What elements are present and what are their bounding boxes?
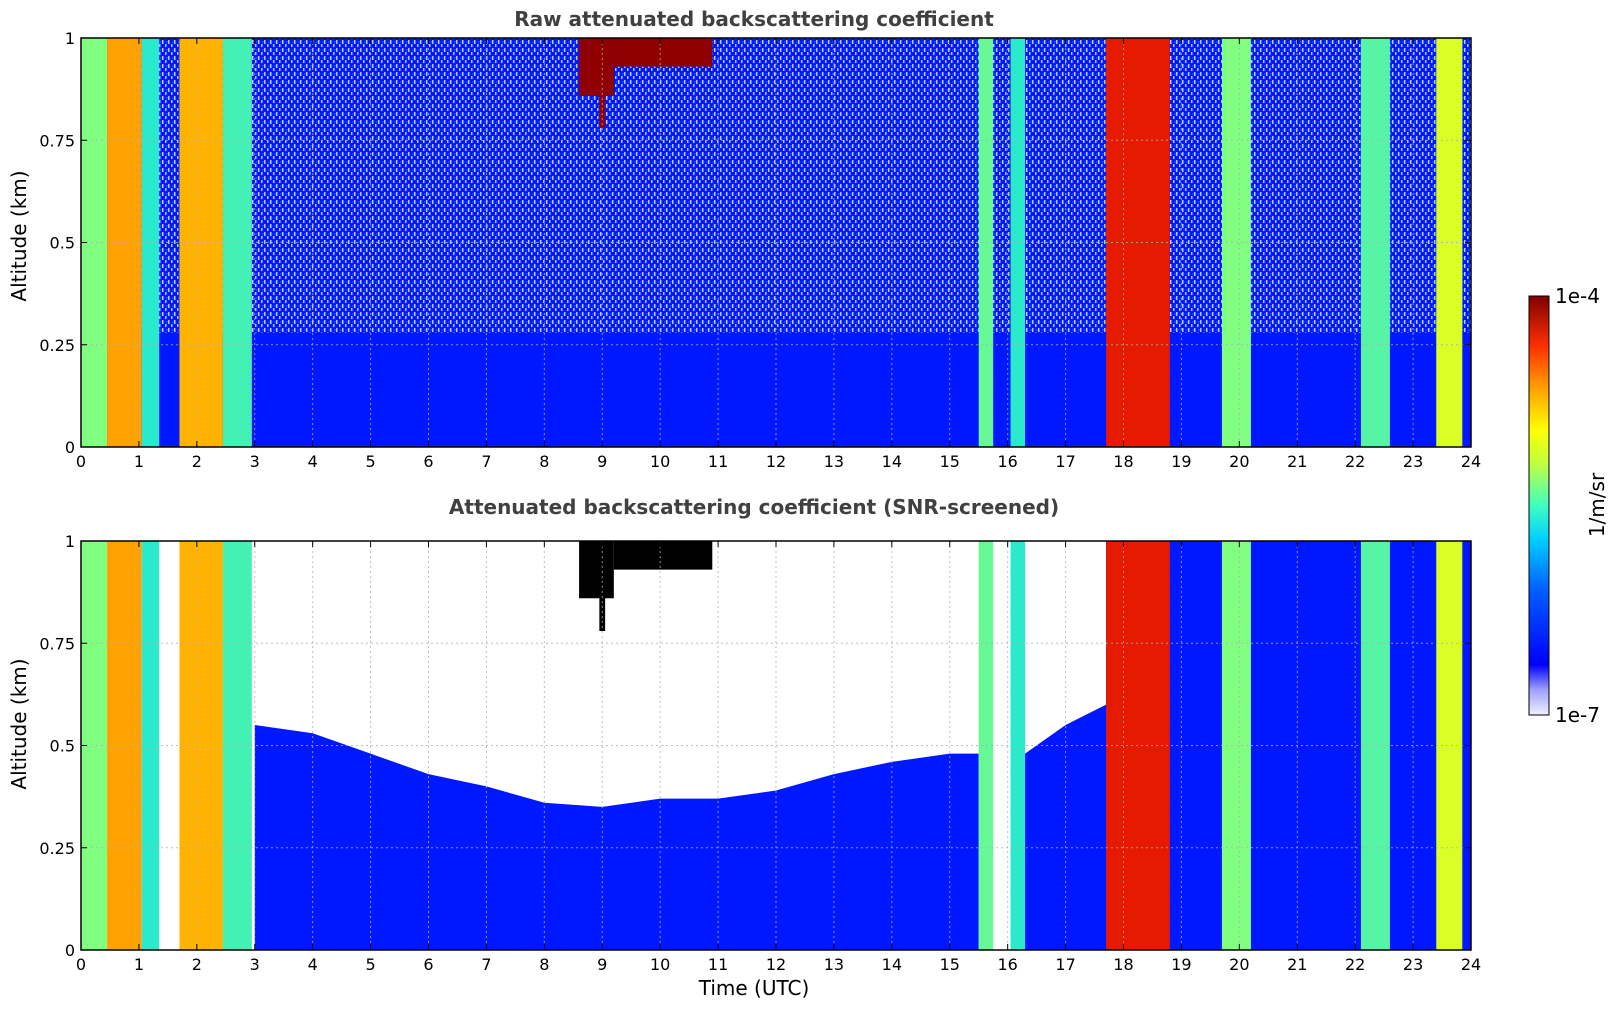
chart-title: Raw attenuated backscattering coefficien… <box>514 7 994 31</box>
x-tick-label: 17 <box>1055 955 1075 974</box>
cloud-segment <box>579 38 614 96</box>
x-tick-label: 7 <box>481 955 491 974</box>
x-tick-label: 16 <box>997 955 1017 974</box>
y-tick-label: 0.75 <box>39 131 75 150</box>
x-tick-label: 12 <box>766 955 786 974</box>
x-tick-label: 13 <box>824 452 844 471</box>
cloud-segment <box>599 541 606 631</box>
x-tick-label: 4 <box>308 955 318 974</box>
y-axis: 0 0.25 0.5 0.75 1 <box>39 29 1471 457</box>
y-tick-label: 0.25 <box>39 336 75 355</box>
x-tick-label: 9 <box>597 955 607 974</box>
x-tick-label: 11 <box>708 955 728 974</box>
x-tick-label: 11 <box>708 452 728 471</box>
x-tick-label: 21 <box>1287 452 1307 471</box>
y-tick-label: 0 <box>65 438 75 457</box>
aerosol-column <box>1360 38 1390 447</box>
y-axis: 0 0.25 0.5 0.75 1 <box>39 532 1471 960</box>
y-tick-label: 0.5 <box>50 234 75 253</box>
x-tick-label: 5 <box>365 955 375 974</box>
colorbar-gradient <box>1528 295 1550 716</box>
x-tick-label: 16 <box>997 452 1017 471</box>
x-tick-label: 15 <box>940 452 960 471</box>
x-tick-label: 10 <box>650 955 670 974</box>
chart-panel-screened: Attenuated backscattering coefficient (S… <box>7 495 1481 1000</box>
y-tick-label: 0.5 <box>50 737 75 756</box>
x-tick-label: 19 <box>1171 955 1191 974</box>
x-tick-label: 3 <box>250 452 260 471</box>
cloud-segment <box>599 38 606 128</box>
aerosol-column <box>1436 541 1463 950</box>
x-tick-label: 17 <box>1055 452 1075 471</box>
x-tick-label: 23 <box>1403 452 1423 471</box>
chart-panel-raw: Raw attenuated backscattering coefficien… <box>7 7 1481 471</box>
y-axis-label: Altitude (km) <box>7 658 31 789</box>
x-tick-label: 15 <box>940 955 960 974</box>
x-tick-label: 14 <box>882 452 902 471</box>
colorbar-max-label: 1e-4 <box>1555 284 1600 308</box>
x-tick-label: 14 <box>882 955 902 974</box>
y-tick-label: 1 <box>65 29 75 48</box>
chart-title: Attenuated backscattering coefficient (S… <box>449 495 1059 519</box>
x-tick-label: 4 <box>308 452 318 471</box>
x-tick-label: 3 <box>250 955 260 974</box>
colorbar-label: 1/m/sr <box>1585 472 1609 537</box>
x-tick-label: 22 <box>1345 452 1365 471</box>
x-tick-label: 6 <box>423 955 433 974</box>
screened-signal-region <box>254 725 979 950</box>
y-axis-label: Altitude (km) <box>7 170 31 301</box>
x-tick-label: 9 <box>597 452 607 471</box>
x-axis: 0 1 2 3 4 5 6 7 8 9 10 11 12 13 14 15 16 17 18 19 20 21 22 23 24 <box>76 38 1481 471</box>
x-tick-label: 20 <box>1229 452 1249 471</box>
y-tick-label: 0 <box>65 941 75 960</box>
aerosol-column <box>1436 38 1463 447</box>
x-tick-label: 1 <box>134 955 144 974</box>
y-tick-label: 0.75 <box>39 634 75 653</box>
x-axis-label: Time (UTC) <box>698 976 810 1000</box>
x-tick-label: 24 <box>1461 955 1481 974</box>
x-tick-label: 0 <box>76 452 86 471</box>
x-tick-label: 18 <box>1113 955 1133 974</box>
x-tick-label: 10 <box>650 452 670 471</box>
x-tick-label: 13 <box>824 955 844 974</box>
x-axis: 0 1 2 3 4 5 6 7 8 9 10 11 12 13 14 15 16 17 18 19 20 21 22 23 24 <box>76 541 1481 974</box>
x-tick-label: 24 <box>1461 452 1481 471</box>
x-tick-label: 5 <box>365 452 375 471</box>
cloud-segment <box>613 541 713 570</box>
y-tick-label: 1 <box>65 532 75 551</box>
x-tick-label: 19 <box>1171 452 1191 471</box>
colorbar: 1e-4 1e-7 1/m/sr <box>1528 284 1609 727</box>
cloud-segment <box>579 541 614 599</box>
x-tick-label: 0 <box>76 955 86 974</box>
y-tick-label: 0.25 <box>39 839 75 858</box>
x-tick-label: 8 <box>539 452 549 471</box>
cloud-segment <box>613 38 713 67</box>
x-tick-label: 2 <box>192 955 202 974</box>
x-tick-label: 8 <box>539 955 549 974</box>
x-tick-label: 20 <box>1229 955 1249 974</box>
x-tick-label: 2 <box>192 452 202 471</box>
x-tick-label: 6 <box>423 452 433 471</box>
x-tick-label: 12 <box>766 452 786 471</box>
gridlines <box>81 541 1471 950</box>
x-tick-label: 1 <box>134 452 144 471</box>
gridlines <box>81 38 1471 447</box>
colorbar-min-label: 1e-7 <box>1555 703 1600 727</box>
x-tick-label: 23 <box>1403 955 1423 974</box>
x-tick-label: 21 <box>1287 955 1307 974</box>
aerosol-column <box>1360 541 1390 950</box>
x-tick-label: 22 <box>1345 955 1365 974</box>
x-tick-label: 7 <box>481 452 491 471</box>
x-tick-label: 18 <box>1113 452 1133 471</box>
